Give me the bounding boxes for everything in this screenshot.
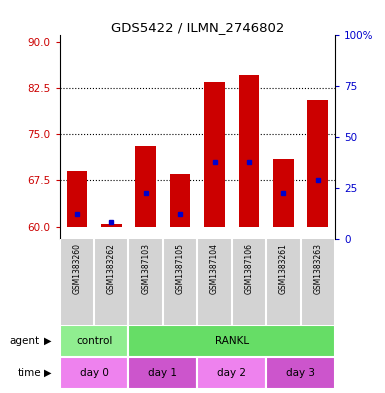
Text: GSM1383263: GSM1383263 — [313, 243, 322, 294]
Text: GSM1387105: GSM1387105 — [176, 243, 185, 294]
Bar — [170, 174, 191, 227]
Text: day 3: day 3 — [286, 368, 315, 378]
Text: day 1: day 1 — [148, 368, 177, 378]
Text: day 2: day 2 — [217, 368, 246, 378]
Bar — [101, 224, 122, 227]
Bar — [266, 357, 335, 389]
Text: control: control — [76, 336, 112, 346]
Bar — [60, 325, 129, 357]
Text: GSM1387106: GSM1387106 — [244, 243, 253, 294]
Text: RANKL: RANKL — [215, 336, 249, 346]
Text: time: time — [17, 368, 41, 378]
Text: GSM1387103: GSM1387103 — [141, 243, 150, 294]
Bar — [239, 75, 259, 227]
Title: GDS5422 / ILMN_2746802: GDS5422 / ILMN_2746802 — [110, 21, 284, 34]
Text: day 0: day 0 — [80, 368, 109, 378]
Text: GSM1387104: GSM1387104 — [210, 243, 219, 294]
Bar — [273, 159, 294, 227]
Bar — [307, 100, 328, 227]
Text: GSM1383262: GSM1383262 — [107, 243, 116, 294]
Bar — [67, 171, 87, 227]
Bar — [60, 357, 129, 389]
Text: ▶: ▶ — [44, 336, 52, 346]
Text: ▶: ▶ — [44, 368, 52, 378]
Bar — [129, 357, 197, 389]
Bar — [204, 82, 225, 227]
Text: GSM1383261: GSM1383261 — [279, 243, 288, 294]
Text: agent: agent — [10, 336, 40, 346]
Bar — [197, 357, 266, 389]
Text: GSM1383260: GSM1383260 — [72, 243, 81, 294]
Bar — [129, 325, 335, 357]
Bar — [136, 147, 156, 227]
